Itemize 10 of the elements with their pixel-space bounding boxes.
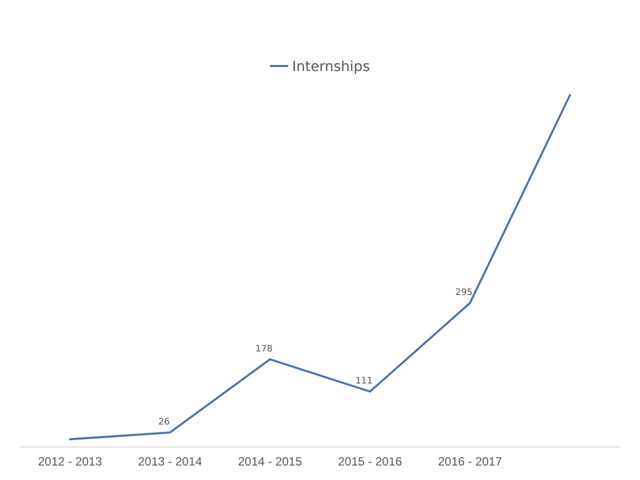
legend-label: Internships (292, 59, 370, 75)
data-label: 26 (158, 417, 170, 428)
data-label: 178 (255, 344, 273, 354)
data-label: 111 (355, 376, 373, 387)
x-tick-label: 2014 - 2015 (238, 454, 302, 469)
x-tick-label: 2013 - 2014 (138, 454, 202, 469)
x-tick-label: 2015 - 2016 (338, 454, 402, 469)
x-tick-label: 2012 - 2013 (38, 454, 102, 469)
data-label: 295 (455, 288, 473, 298)
x-tick-label: 2016 - 2017 (438, 454, 502, 469)
